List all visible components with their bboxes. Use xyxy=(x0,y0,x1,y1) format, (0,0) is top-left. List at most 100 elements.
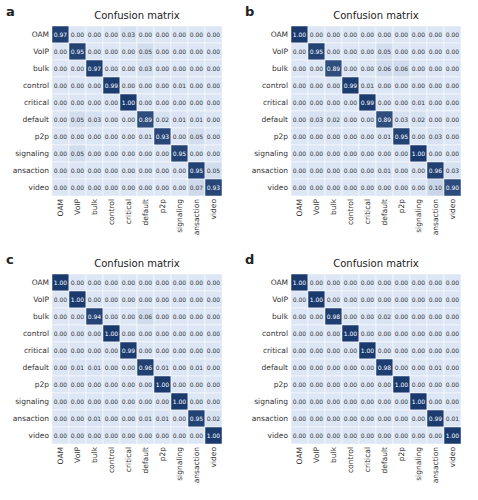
cell xyxy=(427,43,444,60)
cell xyxy=(291,410,308,427)
cell-label: 0.00 xyxy=(293,116,307,123)
cell-label: 0.00 xyxy=(344,184,358,191)
cell xyxy=(154,376,171,393)
cell-label: 0.00 xyxy=(344,116,358,123)
cell-label: 0.00 xyxy=(412,432,426,439)
cell xyxy=(444,291,461,308)
cell xyxy=(86,308,103,325)
cell-label: 0.00 xyxy=(412,65,426,72)
cell xyxy=(86,26,103,43)
x-tick-label: bulk xyxy=(329,198,338,215)
cell xyxy=(103,410,120,427)
cell-label: 0.00 xyxy=(207,31,221,38)
cell xyxy=(52,325,69,342)
cell-label: 0.00 xyxy=(88,330,102,337)
cell xyxy=(137,393,154,410)
cell-label: 0.02 xyxy=(378,313,392,320)
x-tick-label: p2p xyxy=(397,199,406,214)
cell-label: 0.00 xyxy=(139,347,153,354)
panel-label: d xyxy=(245,252,254,267)
cell-label: 0.00 xyxy=(122,82,136,89)
cell-label: 0.93 xyxy=(207,184,221,191)
cell xyxy=(103,111,120,128)
cell xyxy=(205,325,222,342)
cell xyxy=(291,111,308,128)
x-tick-label: OAM xyxy=(295,447,304,464)
cell-label: 0.00 xyxy=(327,381,341,388)
cell xyxy=(171,60,188,77)
cell-label: 0.00 xyxy=(327,167,341,174)
cell-label: 0.00 xyxy=(54,364,68,371)
cell xyxy=(120,145,137,162)
y-tick-label: bulk xyxy=(272,64,289,73)
cell xyxy=(359,427,376,444)
y-tick-label: p2p xyxy=(35,132,50,141)
cell xyxy=(342,26,359,43)
cell xyxy=(444,145,461,162)
cell-label: 0.00 xyxy=(173,364,187,371)
cell xyxy=(393,111,410,128)
cell-label: 0.00 xyxy=(293,381,307,388)
cell-label: 0.00 xyxy=(105,313,119,320)
cell xyxy=(308,359,325,376)
cell-label: 0.00 xyxy=(412,82,426,89)
cell-label: 0.00 xyxy=(293,347,307,354)
cell-label: 0.00 xyxy=(156,167,170,174)
cell xyxy=(410,111,427,128)
cell-label: 1.00 xyxy=(395,381,409,388)
x-tick-label: ansaction xyxy=(192,199,201,236)
x-tick-label: OAM xyxy=(56,199,65,216)
cell-label: 0.00 xyxy=(412,364,426,371)
y-tick-label: default xyxy=(262,363,288,372)
cell xyxy=(444,94,461,111)
cell xyxy=(120,325,137,342)
cell-label: 0.00 xyxy=(105,150,119,157)
cell xyxy=(120,342,137,359)
cell xyxy=(103,128,120,145)
cell-label: 0.00 xyxy=(395,167,409,174)
cell-label: 0.00 xyxy=(88,133,102,140)
cell-label: 0.00 xyxy=(310,167,324,174)
cell-label: 0.00 xyxy=(122,296,136,303)
cell xyxy=(205,77,222,94)
cell-label: 0.00 xyxy=(122,167,136,174)
y-tick-label: bulk xyxy=(33,312,50,321)
cell-label: 0.00 xyxy=(190,313,204,320)
cell-label: 0.00 xyxy=(71,415,85,422)
cell xyxy=(188,111,205,128)
cell xyxy=(52,410,69,427)
cell-label: 0.00 xyxy=(378,398,392,405)
cell xyxy=(103,26,120,43)
cell-label: 0.00 xyxy=(361,65,375,72)
cell-label: 0.00 xyxy=(344,31,358,38)
cell-label: 0.97 xyxy=(54,31,68,38)
cell-label: 0.00 xyxy=(54,133,68,140)
cell xyxy=(393,60,410,77)
cell xyxy=(410,43,427,60)
cell-label: 0.00 xyxy=(429,279,443,286)
y-tick-label: VoIP xyxy=(33,47,49,56)
cell-label: 0.00 xyxy=(446,364,460,371)
cell xyxy=(52,376,69,393)
cell-label: 0.00 xyxy=(139,330,153,337)
cell xyxy=(427,162,444,179)
cell xyxy=(359,43,376,60)
cell xyxy=(137,376,154,393)
cell xyxy=(103,342,120,359)
cell-label: 0.00 xyxy=(173,313,187,320)
cell-label: 0.00 xyxy=(207,347,221,354)
cell-label: 0.00 xyxy=(156,296,170,303)
x-tick-label: critical xyxy=(363,447,372,472)
cell-label: 0.00 xyxy=(293,313,307,320)
cell-label: 0.00 xyxy=(412,48,426,55)
cell-label: 0.00 xyxy=(361,116,375,123)
cell-label: 0.00 xyxy=(122,415,136,422)
y-tick-label: critical xyxy=(263,98,288,107)
cell-label: 0.00 xyxy=(207,99,221,106)
cell xyxy=(444,77,461,94)
cell-label: 0.00 xyxy=(446,330,460,337)
cell xyxy=(188,376,205,393)
cell-label: 0.00 xyxy=(310,398,324,405)
cell-label: 0.01 xyxy=(190,116,204,123)
cell-label: 0.00 xyxy=(207,82,221,89)
